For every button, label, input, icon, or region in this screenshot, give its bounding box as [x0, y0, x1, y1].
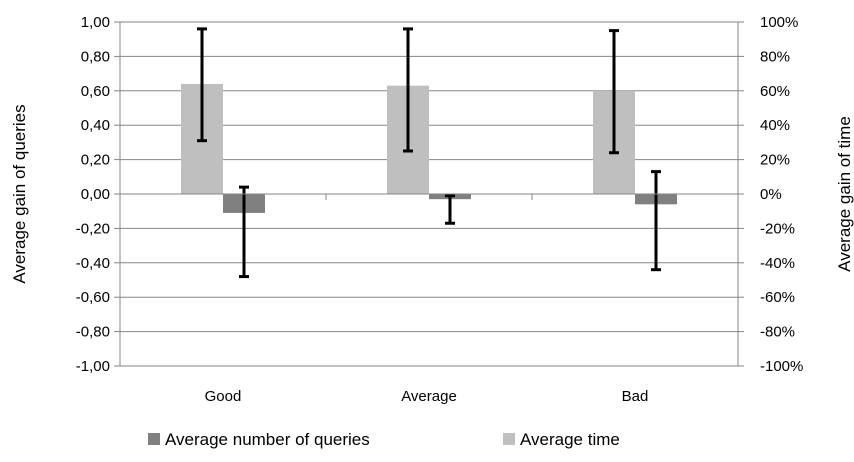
right-tick-label: -20% — [760, 220, 795, 237]
right-tick-label: -60% — [760, 289, 795, 306]
category-labels: Good Average Bad — [205, 388, 649, 405]
left-tick-label: -0,20 — [76, 220, 110, 237]
left-axis-title: Average gain of queries — [10, 104, 29, 283]
left-tick-label: 0,40 — [81, 117, 110, 134]
legend-label: Average number of queries — [165, 430, 370, 449]
legend: Average number of queries Average time — [148, 430, 620, 449]
right-tick-label: -40% — [760, 255, 795, 272]
left-tick-label: 0,80 — [81, 48, 110, 65]
left-tick-label: -0,60 — [76, 289, 110, 306]
right-axis-title: Average gain of time — [835, 116, 854, 272]
legend-swatch — [503, 433, 515, 445]
axes — [114, 21, 744, 367]
error-bars — [197, 27, 661, 279]
right-tick-label: 0% — [760, 186, 782, 203]
category-label: Good — [205, 388, 242, 405]
category-label: Average — [401, 388, 457, 405]
category-label: Bad — [622, 388, 649, 405]
right-tick-label: 40% — [760, 117, 790, 134]
right-tick-label: 60% — [760, 83, 790, 100]
right-tick-label: -100% — [760, 358, 803, 375]
right-tick-label: 100% — [760, 14, 798, 31]
left-tick-label: 0,00 — [81, 186, 110, 203]
left-tick-label: -0,80 — [76, 324, 110, 341]
right-tick-label: 20% — [760, 152, 790, 169]
left-tick-label: 1,00 — [81, 14, 110, 31]
right-axis-ticks: -100% -80% -60% -40% -20% 0% 20% 40% 60% 80% 100% — [760, 14, 803, 375]
right-tick-label: 80% — [760, 48, 790, 65]
left-tick-label: 0,20 — [81, 152, 110, 169]
left-axis-ticks: -1,00 -0,80 -0,60 -0,40 -0,20 0,00 0,20 0,40 0,6… — [76, 14, 110, 375]
legend-label: Average time — [520, 430, 620, 449]
right-tick-label: -80% — [760, 324, 795, 341]
left-tick-label: -0,40 — [76, 255, 110, 272]
left-tick-label: 0,60 — [81, 83, 110, 100]
left-tick-label: -1,00 — [76, 358, 110, 375]
legend-swatch — [148, 433, 160, 445]
